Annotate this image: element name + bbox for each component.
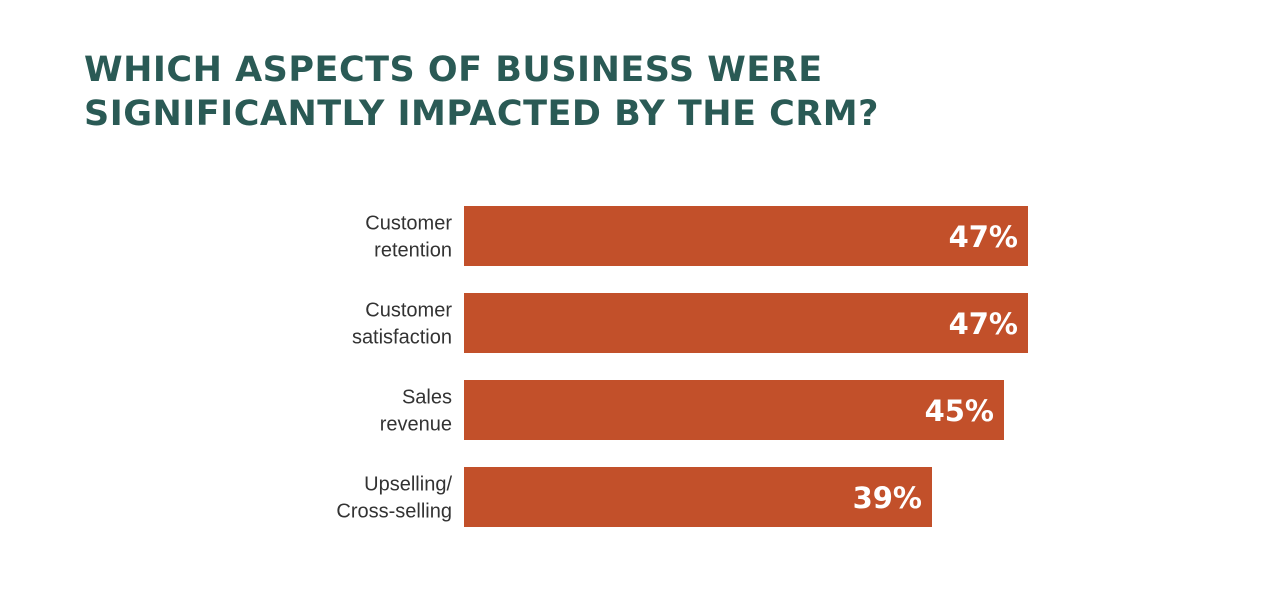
- bar: [464, 206, 1028, 266]
- category-label: Sales revenue: [380, 387, 452, 436]
- category-label-line: Upselling/: [364, 474, 452, 496]
- category-label-line: Cross-selling: [336, 501, 452, 523]
- category-label-line: Customer: [365, 213, 452, 235]
- category-label-line: Sales: [402, 387, 452, 409]
- bar-value-label: 39%: [853, 481, 922, 515]
- bar: [464, 380, 1004, 440]
- chart-title-line-2: SIGNIFICANTLY IMPACTED BY THE CRM?: [84, 94, 879, 134]
- category-label-line: revenue: [380, 414, 452, 436]
- category-label: Customer satisfaction: [352, 300, 452, 349]
- chart-title-line-1: WHICH ASPECTS OF BUSINESS WERE: [84, 50, 823, 90]
- bar: [464, 467, 932, 527]
- bar-value-label: 47%: [949, 307, 1018, 341]
- chart-title: WHICH ASPECTS OF BUSINESS WERE SIGNIFICA…: [84, 48, 1084, 136]
- category-label-line: Customer: [365, 300, 452, 322]
- category-label-line: satisfaction: [352, 327, 452, 349]
- bar: [464, 293, 1028, 353]
- category-label: Customer retention: [365, 213, 452, 262]
- bar-value-label: 45%: [925, 394, 994, 428]
- bar-value-label: 47%: [949, 220, 1018, 254]
- category-label: Upselling/Cross-selling: [336, 474, 452, 523]
- category-label-line: retention: [374, 240, 452, 262]
